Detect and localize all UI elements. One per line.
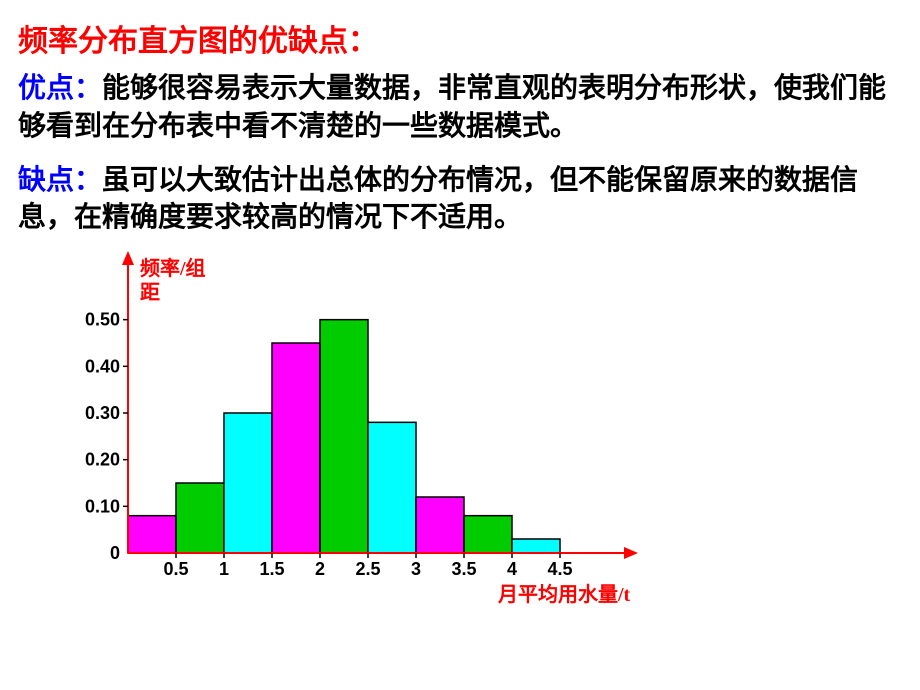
x-tick-label: 1.5: [259, 559, 284, 579]
histogram-bar: [320, 320, 368, 553]
y-tick-label: 0: [110, 543, 120, 563]
x-tick-label: 4: [507, 559, 517, 579]
x-tick-label: 2: [315, 559, 325, 579]
x-tick-label: 3.5: [451, 559, 476, 579]
histogram-bar: [464, 516, 512, 553]
histogram-bar: [176, 483, 224, 553]
x-axis-arrow: [624, 547, 638, 559]
histogram-bar: [128, 516, 176, 553]
page-title: 频率分布直方图的优缺点：: [18, 16, 902, 60]
histogram-bar: [272, 343, 320, 553]
histogram-bar: [416, 497, 464, 553]
histogram-bar: [512, 539, 560, 553]
x-tick-label: 4.5: [547, 559, 572, 579]
advantage-paragraph: 优点：能够很容易表示大量数据，非常直观的表明分布形状，使我们能够看到在分布表中看…: [18, 70, 902, 146]
disadvantage-label: 缺点：: [18, 165, 102, 196]
y-axis-arrow: [122, 251, 134, 265]
y-axis-title-line2: 距: [140, 281, 160, 304]
y-tick-label: 0.30: [85, 403, 120, 423]
y-tick-label: 0.10: [85, 497, 120, 517]
advantage-label: 优点：: [18, 73, 102, 104]
y-tick-label: 0.20: [85, 450, 120, 470]
y-tick-label: 0.50: [85, 310, 120, 330]
y-tick-label: 0.40: [85, 357, 120, 377]
histogram-bar: [224, 413, 272, 553]
x-tick-label: 3: [411, 559, 421, 579]
x-tick-label: 1: [219, 559, 229, 579]
y-axis-title-line1: 频率/组: [140, 256, 206, 280]
advantage-text: 能够很容易表示大量数据，非常直观的表明分布形状，使我们能够看到在分布表中看不清楚…: [18, 73, 886, 142]
disadvantage-text: 虽可以大致估计出总体的分布情况，但不能保留原来的数据信息，在精确度要求较高的情况…: [18, 165, 858, 234]
x-tick-label: 2.5: [355, 559, 380, 579]
histogram-chart: 0 0.10 0.20 0.30 0.40 0.50 0.5 1 1.5 2 2.5 3 3.5 4 4.5…: [68, 253, 628, 623]
histogram-bar: [368, 423, 416, 554]
x-axis-title: 月平均用水量/t: [497, 582, 631, 606]
x-tick-label: 0.5: [163, 559, 188, 579]
disadvantage-paragraph: 缺点：虽可以大致估计出总体的分布情况，但不能保留原来的数据信息，在精确度要求较高…: [18, 162, 902, 238]
